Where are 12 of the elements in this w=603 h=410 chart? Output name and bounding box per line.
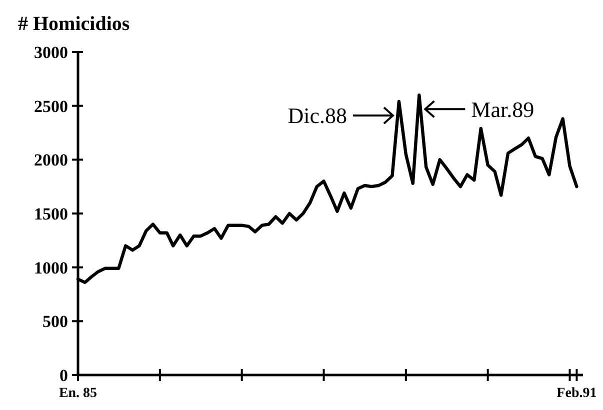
y-tick-label: 1000 [34,258,68,278]
y-tick-label: 0 [60,366,68,385]
y-tick-label: 2000 [34,150,68,170]
y-tick-label: 2500 [34,96,68,116]
x-tick-label: Feb.91 [556,386,597,401]
y-tick-label: 500 [42,312,68,332]
y-axis-title: # Homicidios [18,13,130,35]
annotation: Dic.88 [288,103,347,128]
x-tick-label: En. 85 [58,386,98,401]
y-tick-label: 3000 [34,42,68,62]
y-tick-label: 1500 [34,204,68,224]
annotation: Mar.89 [471,96,534,122]
